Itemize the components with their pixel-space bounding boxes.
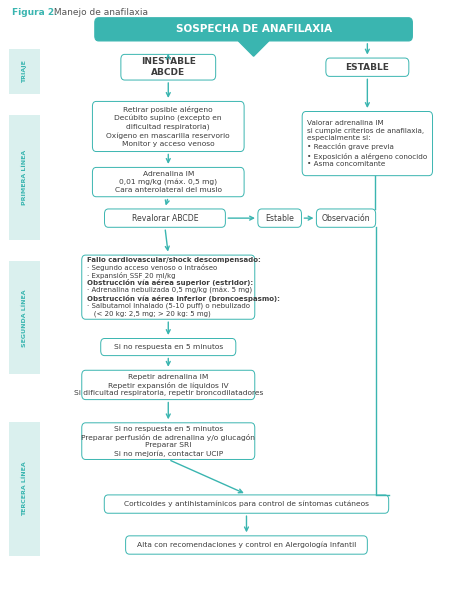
Text: · Segundo acceso venoso o intraóseo: · Segundo acceso venoso o intraóseo <box>87 264 218 271</box>
FancyBboxPatch shape <box>302 111 432 175</box>
FancyBboxPatch shape <box>121 54 216 80</box>
FancyBboxPatch shape <box>82 255 255 319</box>
FancyBboxPatch shape <box>95 18 412 41</box>
FancyBboxPatch shape <box>9 422 40 556</box>
Text: Si no respuesta en 5 minutos: Si no respuesta en 5 minutos <box>114 344 223 350</box>
Text: Valorar adrenalina IM
si cumple criterios de anafilaxia,
especialmente si:
• Rea: Valorar adrenalina IM si cumple criterio… <box>307 120 428 167</box>
Text: Retirar posible alérgeno
Decúbito supino (excepto en
dificultad respiratoria)
Ox: Retirar posible alérgeno Decúbito supino… <box>107 106 230 147</box>
Text: · Expansión SSF 20 ml/kg: · Expansión SSF 20 ml/kg <box>87 272 176 279</box>
Text: TRIAJE: TRIAJE <box>22 60 27 83</box>
FancyBboxPatch shape <box>92 101 244 152</box>
Text: TERCERA LÍNEA: TERCERA LÍNEA <box>22 461 27 516</box>
FancyBboxPatch shape <box>104 495 389 513</box>
Text: Alta con recomendaciones y control en Alergología Infantil: Alta con recomendaciones y control en Al… <box>137 542 356 548</box>
FancyBboxPatch shape <box>100 338 236 356</box>
FancyBboxPatch shape <box>258 209 301 227</box>
FancyBboxPatch shape <box>9 115 40 240</box>
Text: SEGUNDA LÍNEA: SEGUNDA LÍNEA <box>22 289 27 346</box>
Text: Fallo cardiovascular/shock descompensado:: Fallo cardiovascular/shock descompensado… <box>87 257 261 263</box>
Text: Manejo de anafilaxia: Manejo de anafilaxia <box>51 8 148 17</box>
FancyBboxPatch shape <box>82 423 255 459</box>
Text: Revalorar ABCDE: Revalorar ABCDE <box>132 214 198 222</box>
Text: Si no respuesta en 5 minutos
Preparar perfusión de adrenalina y/o glucagón
Prepa: Si no respuesta en 5 minutos Preparar pe… <box>81 425 255 457</box>
FancyBboxPatch shape <box>316 209 375 227</box>
Text: Adrenalina IM
0,01 mg/kg (máx. 0,5 mg)
Cara anterolateral del muslo: Adrenalina IM 0,01 mg/kg (máx. 0,5 mg) C… <box>115 170 222 194</box>
FancyBboxPatch shape <box>9 49 40 94</box>
Text: · Adrenalina nebulizada 0,5 mg/kg (máx. 5 mg): · Adrenalina nebulizada 0,5 mg/kg (máx. … <box>87 287 253 294</box>
Text: Repetir adrenalina IM
Repetir expansión de líquidos IV
Si dificultad respiratori: Repetir adrenalina IM Repetir expansión … <box>73 373 263 397</box>
Text: Obstrucción vía aérea superior (estridor):: Obstrucción vía aérea superior (estridor… <box>87 279 254 287</box>
Text: INESTABLE
ABCDE: INESTABLE ABCDE <box>141 57 196 78</box>
FancyBboxPatch shape <box>92 167 244 197</box>
Text: SOSPECHA DE ANAFILAXIA: SOSPECHA DE ANAFILAXIA <box>175 24 332 34</box>
Text: Estable: Estable <box>265 214 294 222</box>
Text: Corticoides y antihistamínicos para control de síntomas cutáneos: Corticoides y antihistamínicos para cont… <box>124 501 369 507</box>
FancyBboxPatch shape <box>104 209 226 227</box>
Text: (< 20 kg: 2,5 mg; > 20 kg: 5 mg): (< 20 kg: 2,5 mg; > 20 kg: 5 mg) <box>87 310 211 316</box>
FancyBboxPatch shape <box>82 370 255 400</box>
Text: · Salbutamol inhalado (5-10 puff) o nebulizado: · Salbutamol inhalado (5-10 puff) o nebu… <box>87 302 250 309</box>
Text: Observación: Observación <box>322 214 370 222</box>
Text: PRIMERA LÍNEA: PRIMERA LÍNEA <box>22 150 27 205</box>
FancyBboxPatch shape <box>9 262 40 374</box>
FancyBboxPatch shape <box>126 536 367 554</box>
Polygon shape <box>238 41 269 56</box>
Text: ESTABLE: ESTABLE <box>346 63 389 71</box>
FancyBboxPatch shape <box>326 58 409 76</box>
Text: Figura 2.: Figura 2. <box>12 8 57 17</box>
Text: Obstrucción vía aérea inferior (broncoespasmo):: Obstrucción vía aérea inferior (broncoes… <box>87 295 280 302</box>
